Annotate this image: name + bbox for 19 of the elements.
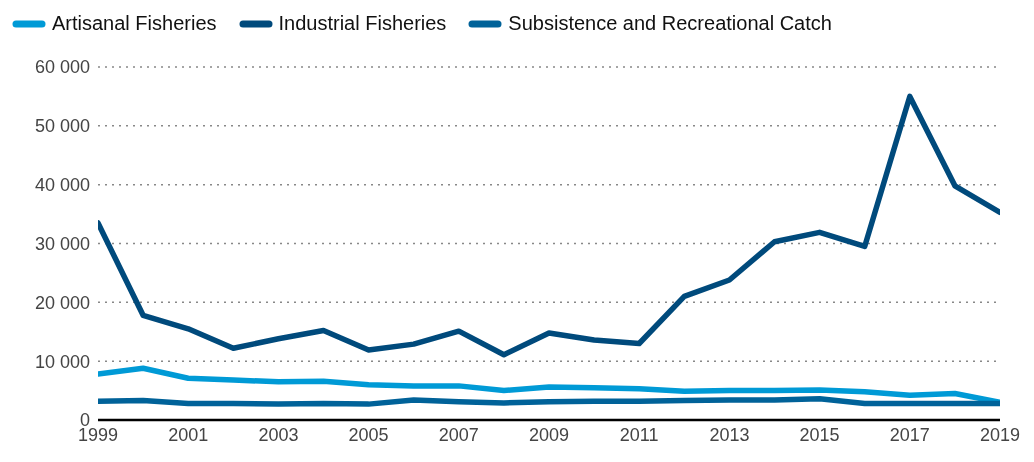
x-tick-label: 2009 xyxy=(528,424,570,445)
x-tick-label: 2017 xyxy=(889,424,930,445)
x-tick-label: 2007 xyxy=(438,424,479,445)
legend-label: Industrial Fisheries xyxy=(277,12,447,35)
y-tick-label: 30 000 xyxy=(34,233,90,254)
x-tick-label: 2005 xyxy=(348,424,389,445)
x-tick-label: 2013 xyxy=(709,424,750,445)
y-tick-label: 20 000 xyxy=(34,292,90,313)
legend-label: Subsistence and Recreational Catch xyxy=(507,12,832,35)
y-tick-label: 60 000 xyxy=(34,57,90,78)
x-tick-label: 2001 xyxy=(168,424,209,445)
y-tick-label: 40 000 xyxy=(34,175,90,196)
legend-label: Artisanal Fisheries xyxy=(51,12,217,35)
x-tick-label: 2003 xyxy=(258,424,299,445)
x-tick-label: 2011 xyxy=(619,424,659,445)
x-tick-label: 2019 xyxy=(979,424,1021,445)
y-tick-label: 50 000 xyxy=(34,116,90,137)
x-tick-label: 2015 xyxy=(799,424,840,445)
y-tick-label: 10 000 xyxy=(34,351,90,372)
